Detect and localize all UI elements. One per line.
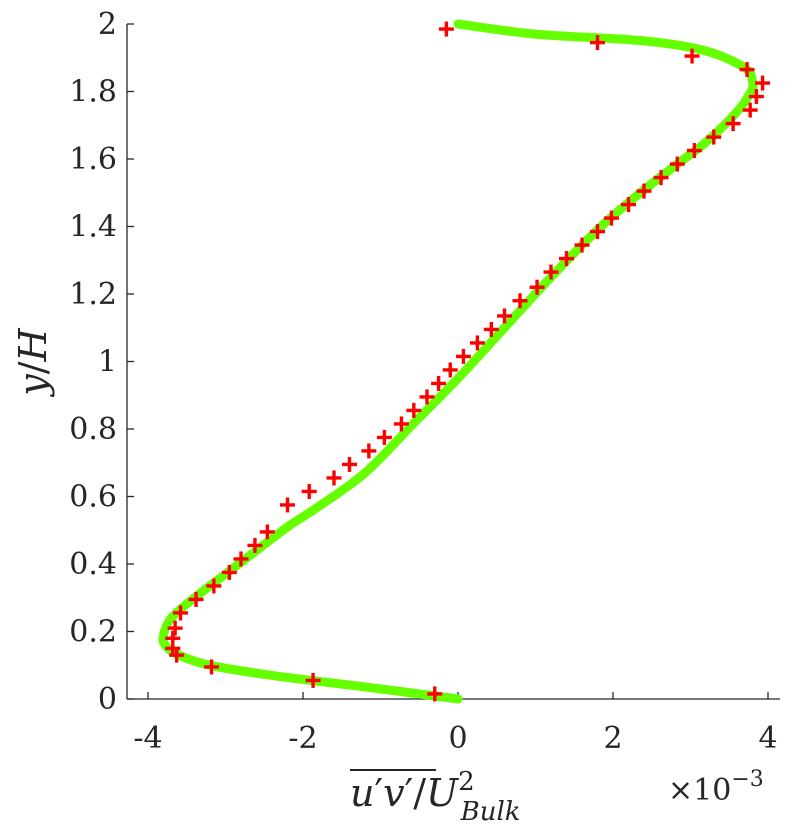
marker-point — [406, 402, 422, 418]
marker-point — [621, 197, 636, 213]
x-tick-label-2: 0 — [448, 721, 467, 756]
marker-point — [739, 62, 755, 78]
x-tick-label-4: 4 — [758, 721, 777, 756]
marker-point — [167, 620, 183, 636]
y-tick-label-6: 1.2 — [69, 277, 117, 312]
y-tick-label-10: 2 — [98, 7, 117, 42]
y-tick-label-3: 0.6 — [69, 480, 117, 515]
marker-point — [326, 470, 342, 486]
ticks: -4 -2 0 2 4 0 0.2 0.4 0.6 0.8 1 1.2 1.4 1.6 1.8 2 — [69, 7, 777, 756]
marker-point — [559, 251, 574, 267]
axes — [126, 24, 780, 700]
marker-point — [173, 605, 189, 621]
marker-point — [590, 224, 605, 240]
marker-point — [376, 429, 392, 445]
marker-point — [259, 524, 275, 540]
x-multiplier: ×10−3 — [668, 767, 764, 808]
marker-point — [512, 293, 528, 309]
y-tick-label-9: 1.8 — [69, 75, 117, 110]
marker-point — [603, 210, 619, 226]
marker-point — [497, 308, 512, 324]
marker-point — [755, 75, 771, 91]
marker-point — [342, 456, 357, 472]
marker-point — [574, 237, 590, 253]
marker-point — [280, 497, 295, 513]
marker-point — [469, 335, 485, 351]
marker-point — [204, 659, 220, 675]
marker-point — [361, 443, 377, 459]
y-tick-label-1: 0.2 — [69, 615, 117, 650]
y-axis-label: y/H — [11, 327, 55, 397]
series-line — [158, 19, 758, 704]
y-tick-label-0: 0 — [98, 682, 117, 717]
marker-point — [301, 483, 317, 499]
marker-point — [669, 156, 685, 172]
x-axis-label: u′v′/U2 Bulk — [350, 767, 521, 827]
marker-point — [742, 102, 758, 118]
marker-point — [748, 89, 764, 105]
curve-layer — [158, 19, 758, 704]
x-tick-label-1: -2 — [288, 721, 317, 756]
marker-point — [684, 48, 700, 64]
marker-point — [529, 279, 545, 295]
marker-point — [636, 183, 652, 199]
marker-point — [165, 630, 181, 646]
y-tick-label-8: 1.6 — [69, 142, 117, 177]
y-tick-label-7: 1.4 — [69, 210, 117, 245]
marker-point — [305, 672, 321, 688]
marker-point — [427, 686, 443, 702]
marker-point — [188, 591, 204, 607]
marker-point — [206, 578, 222, 594]
marker-point — [590, 35, 605, 51]
marker-point — [221, 564, 237, 580]
marker-layer — [165, 21, 771, 702]
marker-point — [543, 264, 559, 280]
marker-point — [438, 21, 454, 37]
x-tick-label-0: -4 — [133, 721, 162, 756]
marker-point — [419, 389, 435, 405]
marker-point — [686, 143, 702, 159]
y-tick-label-4: 0.8 — [69, 412, 117, 447]
marker-point — [706, 129, 722, 145]
marker-point — [455, 348, 471, 364]
marker-point — [442, 362, 458, 378]
y-tick-label-2: 0.4 — [69, 547, 117, 582]
y-tick-label-5: 1 — [98, 345, 117, 380]
x-tick-label-3: 2 — [603, 721, 622, 756]
marker-point — [393, 416, 409, 432]
marker-point — [233, 551, 249, 567]
marker-point — [483, 321, 499, 337]
marker-point — [653, 170, 669, 186]
marker-point — [247, 537, 263, 553]
marker-point — [725, 116, 741, 132]
marker-point — [431, 375, 447, 391]
